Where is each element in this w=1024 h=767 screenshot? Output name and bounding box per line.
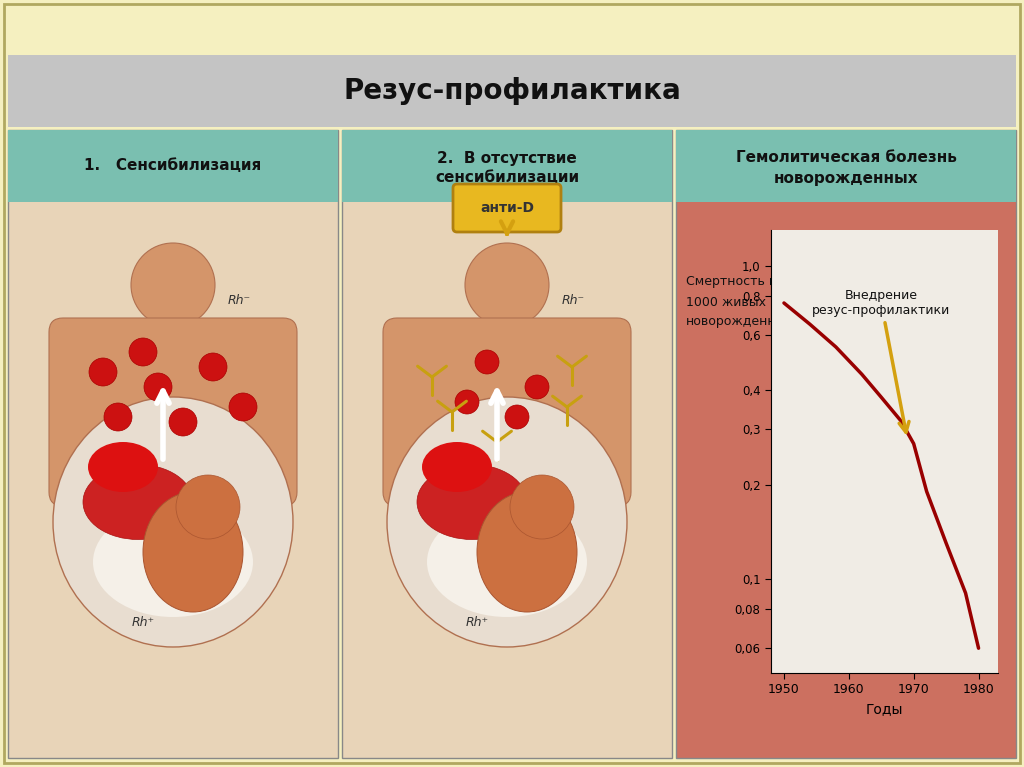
Circle shape [505,405,529,429]
Circle shape [525,375,549,399]
Ellipse shape [387,397,627,647]
Bar [676,130,1016,202]
Circle shape [229,393,257,421]
Ellipse shape [422,442,492,492]
FancyBboxPatch shape [453,184,561,232]
Bar [342,130,672,758]
Text: Внедрение
резус-профилактики: Внедрение резус-профилактики [812,289,950,433]
Ellipse shape [53,397,293,647]
Text: 2.  В отсутствие: 2. В отсутствие [437,150,577,166]
Text: 1.   Сенсибилизация: 1. Сенсибилизация [84,159,261,173]
Ellipse shape [477,492,577,612]
Bar [8,130,338,758]
Bar [676,130,1016,758]
Bar [493,310,521,335]
Text: Rh⁺: Rh⁺ [131,615,155,628]
Text: Гемолитическая болезнь: Гемолитическая болезнь [735,150,956,166]
Circle shape [455,390,479,414]
Bar [342,130,672,202]
Text: Rh⁺: Rh⁺ [466,615,488,628]
Circle shape [104,403,132,431]
Text: анти-D: анти-D [480,201,534,215]
Circle shape [199,353,227,381]
Circle shape [144,373,172,401]
Text: новорожденных: новорожденных [774,170,919,186]
FancyBboxPatch shape [383,318,631,506]
Ellipse shape [417,465,527,539]
Bar [8,55,1016,127]
Circle shape [465,243,549,327]
Text: Резус-профилактика: Резус-профилактика [343,77,681,105]
Text: новорожденных: новорожденных [686,315,794,328]
Text: Смертность на: Смертность на [686,275,784,288]
Circle shape [89,358,117,386]
Circle shape [176,475,240,539]
FancyBboxPatch shape [49,318,297,506]
Circle shape [129,338,157,366]
Bar [159,310,187,335]
Ellipse shape [88,442,158,492]
Bar [8,130,338,202]
X-axis label: Годы: Годы [865,702,903,716]
Circle shape [169,408,197,436]
Ellipse shape [83,465,193,539]
Text: Rh⁻: Rh⁻ [228,294,251,307]
Ellipse shape [143,492,243,612]
Text: Rh⁻: Rh⁻ [562,294,585,307]
Ellipse shape [427,507,587,617]
Ellipse shape [93,507,253,617]
Text: 1000 живых: 1000 живых [686,295,766,308]
Circle shape [131,243,215,327]
Text: сенсибилизации: сенсибилизации [435,170,579,186]
Circle shape [510,475,574,539]
Circle shape [475,350,499,374]
